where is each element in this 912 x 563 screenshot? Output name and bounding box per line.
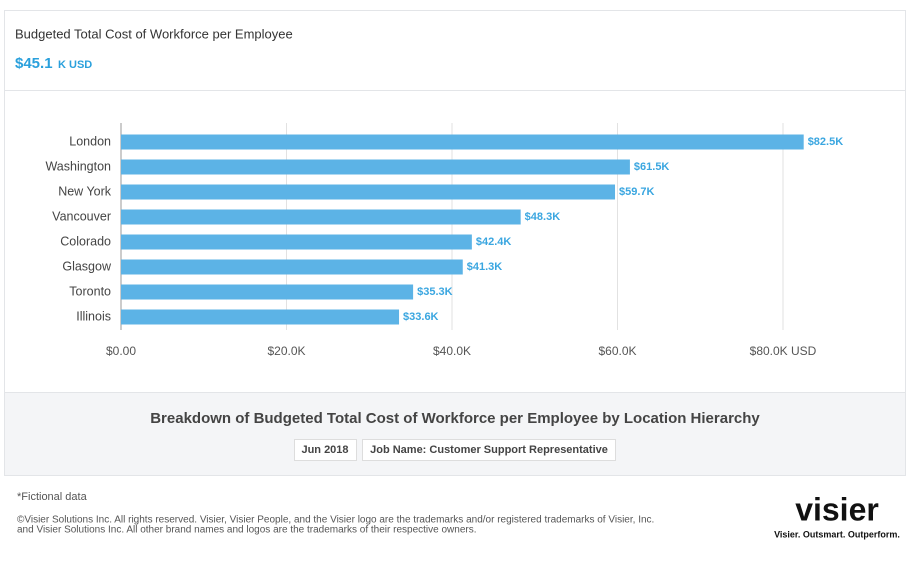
value-label: $42.4K [476,236,512,248]
y-tick-label: Vancouver [52,209,111,223]
y-tick-label: London [69,134,111,148]
summary-unit: K USD [58,59,92,71]
summary-value: $45.1 [15,55,53,72]
value-label: $59.7K [619,186,655,198]
x-tick-label: $20.0K [267,344,305,358]
bar [121,234,472,250]
disclaimer: ©Visier Solutions Inc. All rights reserv… [17,515,654,526]
y-tick-label: Toronto [69,284,111,298]
logo-tagline: Visier. Outsmart. Outperform. [774,529,900,539]
y-tick-label: Illinois [76,309,111,323]
card-title: Budgeted Total Cost of Workforce per Emp… [15,26,293,41]
bar [121,309,400,325]
footer-band [5,392,905,475]
note: *Fictional data [17,491,88,503]
bar [121,284,414,300]
filter-chip[interactable] [362,439,616,461]
y-tick-label: Glasgow [62,259,112,273]
value-label: $35.3K [417,286,453,298]
x-tick-label: $60.0K [598,344,636,358]
value-label: $61.5K [634,161,670,173]
disclaimer: and Visier Solutions Inc. All other bran… [17,525,477,536]
bar [121,259,463,275]
filter-text: Job Name: Customer Support Representativ… [370,444,608,456]
logo: visier [795,491,879,527]
value-label: $48.3K [525,211,561,223]
bar [121,159,630,175]
x-tick-label: $40.0K [433,344,471,358]
x-tick-label: $0.00 [106,344,136,358]
value-label: $41.3K [467,261,503,273]
value-label: $33.6K [403,311,439,323]
bar [121,209,521,225]
filter-text: Jun 2018 [301,444,348,456]
footer-title: Breakdown of Budgeted Total Cost of Work… [150,410,760,427]
x-tick-label: $80.0K USD [750,344,817,358]
y-tick-label: New York [58,184,112,198]
y-tick-label: Colorado [60,234,111,248]
y-tick-label: Washington [45,159,111,173]
value-label: $82.5K [808,136,844,148]
filter-chip[interactable] [294,439,357,461]
bar [121,134,804,150]
bar [121,184,616,200]
